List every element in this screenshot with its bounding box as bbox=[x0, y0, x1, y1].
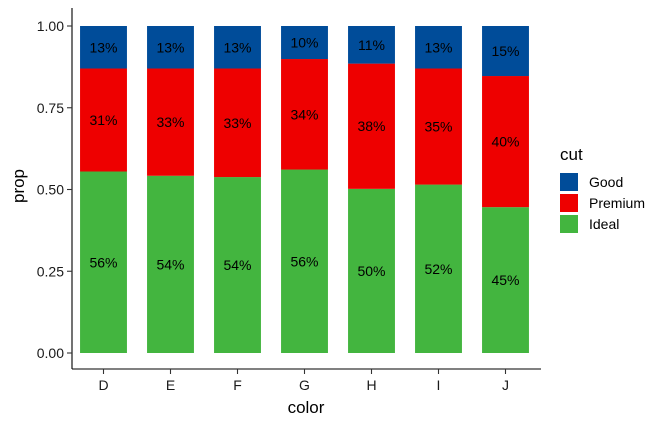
bar-premium-g bbox=[281, 59, 328, 170]
y-tick-label: 0.25 bbox=[37, 263, 64, 279]
bar-premium-i bbox=[415, 68, 462, 185]
bar-good-e bbox=[147, 26, 194, 69]
x-axis-title: color bbox=[288, 398, 325, 417]
y-tick-label: 0.00 bbox=[37, 345, 64, 361]
data-label-premium-f: 33% bbox=[223, 115, 251, 131]
bar-good-d bbox=[80, 26, 127, 69]
data-label-good-j: 15% bbox=[491, 43, 519, 59]
bar-ideal-d bbox=[80, 171, 127, 353]
x-ticks: D E F G H I J bbox=[98, 369, 509, 393]
x-tick-label: D bbox=[98, 377, 108, 393]
bar-ideal-h bbox=[348, 188, 395, 353]
legend-label-premium: Premium bbox=[589, 195, 645, 211]
bar-premium-h bbox=[348, 63, 395, 189]
bar-good-j bbox=[482, 26, 529, 77]
data-label-premium-h: 38% bbox=[357, 118, 385, 134]
legend-label-good: Good bbox=[589, 174, 623, 190]
data-label-premium-i: 35% bbox=[424, 119, 452, 135]
data-label-ideal-f: 54% bbox=[223, 257, 251, 273]
bar-ideal-f bbox=[214, 177, 261, 353]
bar-good-h bbox=[348, 26, 395, 64]
data-label-premium-d: 31% bbox=[89, 112, 117, 128]
bar-premium-d bbox=[80, 68, 127, 172]
bar-premium-e bbox=[147, 68, 194, 176]
y-axis-title: prop bbox=[9, 169, 28, 203]
x-tick-label: E bbox=[166, 377, 175, 393]
legend-swatch-good bbox=[560, 173, 578, 191]
data-label-good-e: 13% bbox=[156, 39, 184, 55]
data-label-ideal-d: 56% bbox=[89, 254, 117, 270]
data-label-premium-e: 33% bbox=[156, 114, 184, 130]
data-label-ideal-g: 56% bbox=[290, 253, 318, 269]
bar-good-f bbox=[214, 26, 261, 69]
x-tick-label: J bbox=[502, 377, 509, 393]
data-label-ideal-h: 50% bbox=[357, 263, 385, 279]
legend: cut Good Premium Ideal bbox=[560, 145, 645, 233]
data-label-ideal-i: 52% bbox=[424, 261, 452, 277]
legend-label-ideal: Ideal bbox=[589, 216, 619, 232]
bar-ideal-j bbox=[482, 207, 529, 353]
legend-title: cut bbox=[560, 145, 583, 164]
y-tick-label: 1.00 bbox=[37, 18, 64, 34]
bar-premium-f bbox=[214, 68, 261, 178]
legend-swatch-ideal bbox=[560, 215, 578, 233]
data-label-good-d: 13% bbox=[89, 39, 117, 55]
legend-items: Good Premium Ideal bbox=[560, 173, 645, 233]
bar-premium-j bbox=[482, 76, 529, 208]
x-tick-label: H bbox=[366, 377, 376, 393]
bar-ideal-i bbox=[415, 184, 462, 353]
bar-good-g bbox=[281, 26, 328, 60]
bars-layer bbox=[80, 26, 529, 353]
bar-good-i bbox=[415, 26, 462, 69]
x-tick-label: I bbox=[437, 377, 441, 393]
x-tick-label: G bbox=[299, 377, 310, 393]
bar-ideal-e bbox=[147, 175, 194, 353]
data-label-premium-g: 34% bbox=[290, 106, 318, 122]
data-label-ideal-e: 54% bbox=[156, 256, 184, 272]
data-label-good-f: 13% bbox=[223, 39, 251, 55]
y-tick-label: 0.75 bbox=[37, 100, 64, 116]
bar-ideal-g bbox=[281, 169, 328, 353]
data-label-premium-j: 40% bbox=[491, 134, 519, 150]
data-label-good-h: 11% bbox=[358, 37, 385, 53]
y-tick-label: 0.50 bbox=[37, 182, 64, 198]
y-ticks: 0.00 0.25 0.50 0.75 1.00 bbox=[37, 18, 72, 361]
data-labels-layer: 56% 31% 13% 54% 33% 13% 54% 33% 13% 56% 34% 10% 50% 3… bbox=[89, 35, 519, 289]
data-label-good-g: 10% bbox=[290, 35, 318, 51]
legend-swatch-premium bbox=[560, 194, 578, 212]
data-label-good-i: 13% bbox=[424, 39, 452, 55]
data-label-ideal-j: 45% bbox=[491, 272, 519, 288]
x-tick-label: F bbox=[233, 377, 242, 393]
